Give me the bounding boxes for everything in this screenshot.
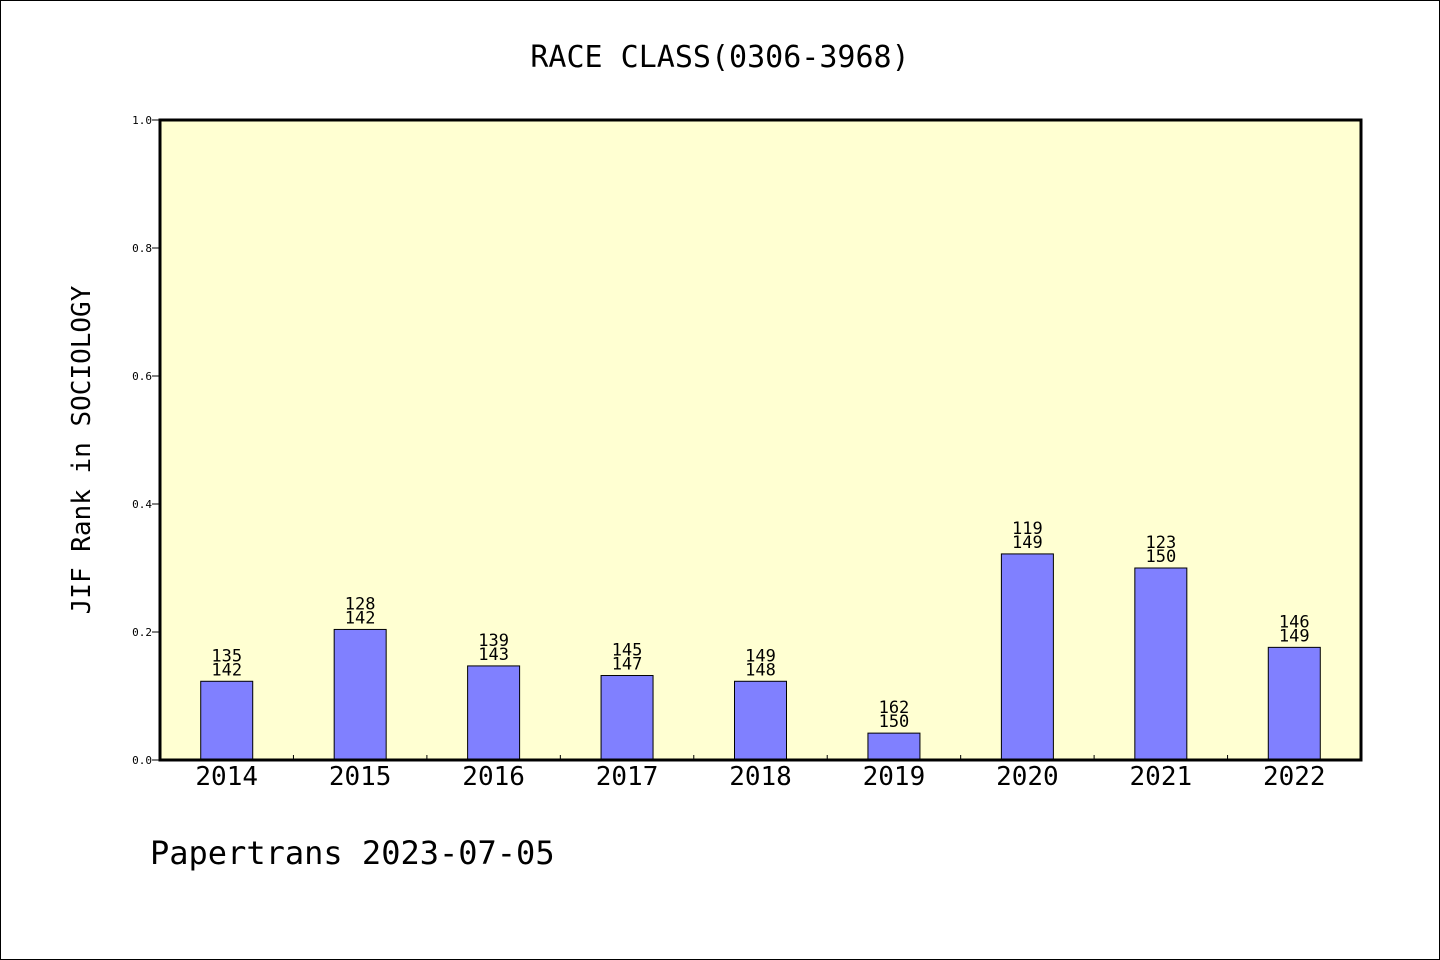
bars-group: [200, 553, 1321, 761]
bar: [734, 680, 787, 761]
x-axis: 2014 2015 2016 2017 2018 2019 2020 2021 2022: [195, 755, 1326, 792]
bar: [600, 675, 654, 761]
y-tick-label: 0.6: [132, 370, 152, 383]
y-axis: 0.0 0.2 0.4 0.6 0.8 1.0: [132, 114, 160, 767]
y-tick-label: 1.0: [132, 114, 152, 127]
bar: [333, 628, 387, 761]
x-tick-label: 2015: [329, 762, 392, 792]
bar: [467, 665, 521, 761]
bar: [1000, 553, 1054, 761]
bar-rank-label: 145: [612, 641, 643, 661]
x-tick-label: 2014: [195, 762, 258, 792]
footer-watermark: Papertrans 2023-07-05: [150, 834, 555, 872]
bar-total-label: 150: [1145, 547, 1176, 567]
y-tick-label: 0.8: [132, 242, 152, 255]
y-axis-label: JIF Rank in SOCIOLOGY: [67, 285, 97, 614]
bar-rank-label: 162: [879, 698, 910, 718]
bar-total-label: 150: [879, 712, 910, 732]
x-tick-label: 2021: [1130, 762, 1193, 792]
y-tick-label: 0.4: [132, 498, 152, 511]
bar-rank-label: 146: [1279, 612, 1310, 632]
x-tick-label: 2020: [996, 762, 1059, 792]
bar-total-label: 148: [745, 660, 776, 680]
x-tick-label: 2022: [1263, 762, 1326, 792]
bar-total-label: 143: [478, 645, 509, 665]
bar: [200, 680, 254, 761]
plot-border: [158, 118, 1363, 762]
bar-rank-label: 149: [745, 646, 776, 666]
bar-rank-label: 123: [1145, 533, 1176, 553]
bar: [867, 732, 921, 761]
bar: [1134, 567, 1188, 761]
x-tick-label: 2019: [863, 762, 926, 792]
bar-rank-label: 139: [478, 631, 509, 651]
bar: [1267, 646, 1321, 761]
bar-total-label: 149: [1279, 626, 1310, 646]
x-tick-label: 2018: [729, 762, 792, 792]
y-tick-label: 0.0: [132, 754, 152, 767]
chart-title: RACE CLASS(0306-3968): [530, 40, 909, 75]
bar-rank-label: 128: [345, 594, 376, 614]
y-tick-label: 0.2: [132, 626, 152, 639]
x-tick-label: 2016: [462, 762, 525, 792]
bar-rank-label: 135: [211, 646, 242, 666]
bar-total-label: 149: [1012, 533, 1043, 553]
x-tick-label: 2017: [596, 762, 659, 792]
bar-total-label: 142: [345, 608, 376, 628]
bar-total-label: 142: [211, 660, 242, 680]
bar-total-label: 147: [612, 655, 643, 675]
bar-rank-label: 119: [1012, 519, 1043, 539]
